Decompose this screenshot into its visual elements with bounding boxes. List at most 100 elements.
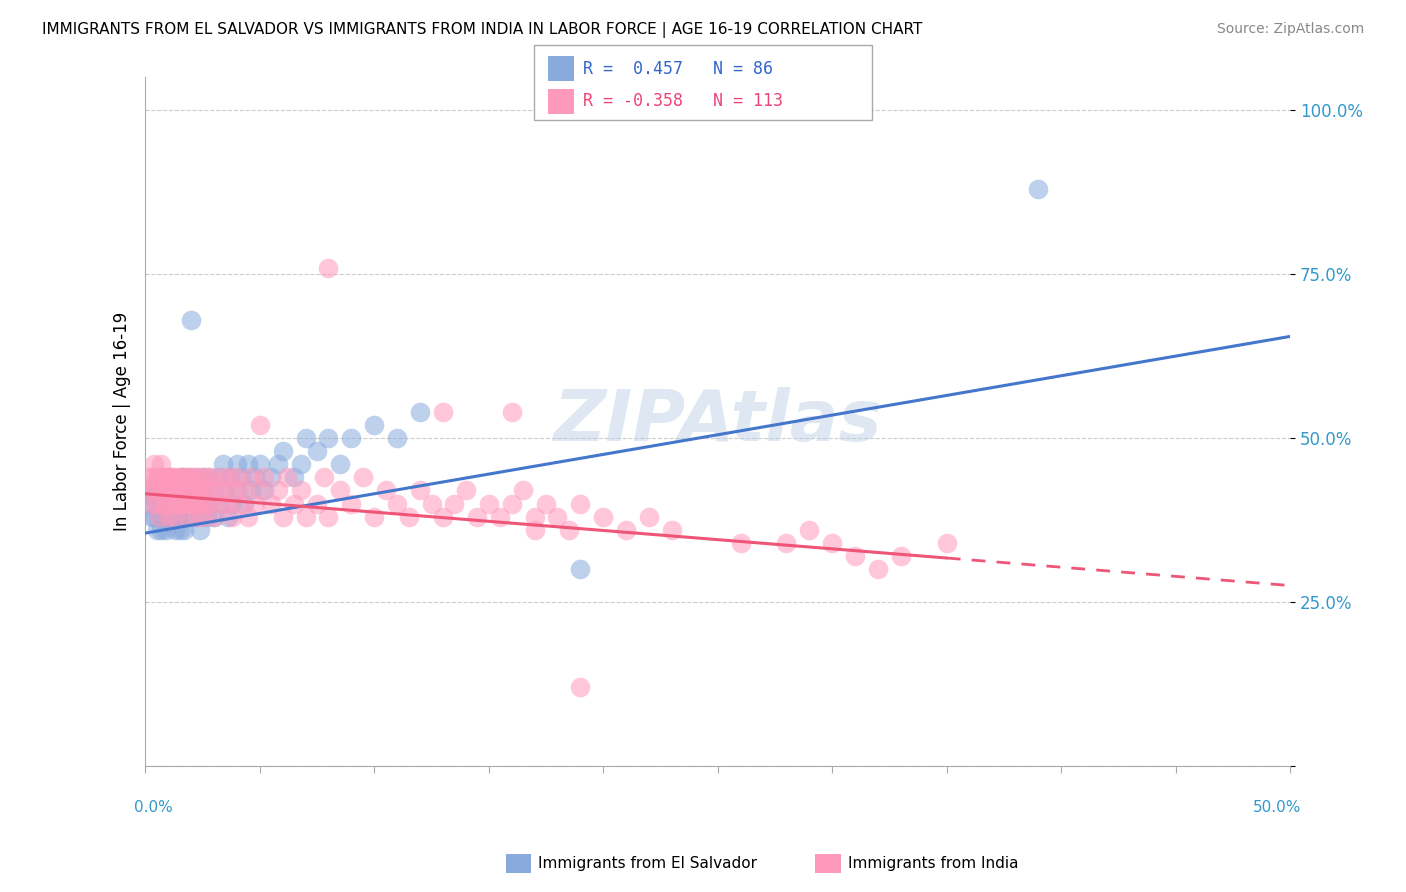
Point	[148, 509, 170, 524]
Point	[187, 483, 209, 498]
Point	[592, 509, 614, 524]
Point	[157, 509, 180, 524]
Text: Immigrants from El Salvador: Immigrants from El Salvador	[538, 856, 758, 871]
Point	[432, 405, 454, 419]
Point	[305, 497, 328, 511]
Point	[489, 509, 512, 524]
Point	[165, 483, 187, 498]
Point	[148, 483, 170, 498]
Point	[1026, 182, 1049, 196]
Point	[191, 497, 214, 511]
Point	[465, 509, 488, 524]
Point	[141, 490, 163, 504]
Point	[614, 523, 637, 537]
Point	[166, 483, 188, 498]
Point	[195, 470, 218, 484]
Point	[245, 497, 267, 511]
Point	[221, 509, 243, 524]
Point	[523, 509, 546, 524]
Text: ZIPAtlas: ZIPAtlas	[554, 387, 882, 456]
Point	[180, 497, 202, 511]
Point	[198, 497, 221, 511]
Point	[478, 497, 501, 511]
Point	[225, 483, 247, 498]
Point	[374, 483, 396, 498]
Point	[169, 470, 191, 484]
Point	[150, 523, 173, 537]
Point	[183, 483, 205, 498]
Point	[253, 483, 276, 498]
Point	[177, 497, 200, 511]
Point	[180, 313, 202, 327]
Point	[139, 497, 162, 511]
Point	[143, 477, 166, 491]
Point	[169, 497, 191, 511]
Point	[141, 470, 163, 484]
Point	[188, 483, 211, 498]
Point	[188, 497, 211, 511]
Point	[148, 483, 170, 498]
Point	[821, 536, 844, 550]
Text: R =  0.457   N = 86: R = 0.457 N = 86	[583, 60, 773, 78]
Point	[157, 509, 180, 524]
Point	[194, 483, 217, 498]
Point	[152, 509, 174, 524]
Point	[180, 483, 202, 498]
Point	[305, 444, 328, 458]
Point	[209, 497, 232, 511]
Point	[150, 497, 173, 511]
Point	[184, 509, 207, 524]
Point	[569, 562, 592, 576]
Point	[253, 470, 276, 484]
Point	[198, 470, 221, 484]
Point	[184, 470, 207, 484]
Point	[239, 483, 262, 498]
Point	[176, 509, 198, 524]
Point	[207, 483, 229, 498]
Point	[155, 523, 177, 537]
Point	[177, 497, 200, 511]
Point	[276, 470, 298, 484]
Point	[159, 483, 181, 498]
Point	[148, 470, 170, 484]
Point	[152, 497, 174, 511]
Point	[202, 509, 225, 524]
Point	[225, 470, 247, 484]
Point	[866, 562, 889, 576]
Point	[420, 497, 443, 511]
Point	[225, 483, 247, 498]
Point	[177, 470, 200, 484]
Text: 0.0%: 0.0%	[134, 799, 173, 814]
Point	[249, 483, 271, 498]
Point	[183, 497, 205, 511]
Text: R = -0.358   N = 113: R = -0.358 N = 113	[583, 93, 783, 111]
Point	[155, 497, 177, 511]
Point	[176, 509, 198, 524]
Point	[173, 497, 195, 511]
Point	[363, 509, 385, 524]
Point	[217, 509, 239, 524]
Point	[214, 483, 236, 498]
Point	[145, 497, 167, 511]
Point	[165, 497, 187, 511]
Point	[170, 483, 193, 498]
Point	[166, 497, 188, 511]
Point	[150, 483, 173, 498]
Point	[271, 509, 294, 524]
Point	[329, 457, 352, 471]
Point	[454, 483, 477, 498]
Point	[249, 457, 271, 471]
Point	[214, 483, 236, 498]
Point	[569, 497, 592, 511]
Point	[212, 457, 235, 471]
Point	[173, 497, 195, 511]
Point	[340, 497, 363, 511]
Point	[569, 680, 592, 694]
Point	[162, 509, 184, 524]
Point	[260, 470, 283, 484]
Point	[558, 523, 581, 537]
Point	[318, 509, 340, 524]
Point	[245, 470, 267, 484]
Point	[523, 523, 546, 537]
Point	[238, 509, 260, 524]
